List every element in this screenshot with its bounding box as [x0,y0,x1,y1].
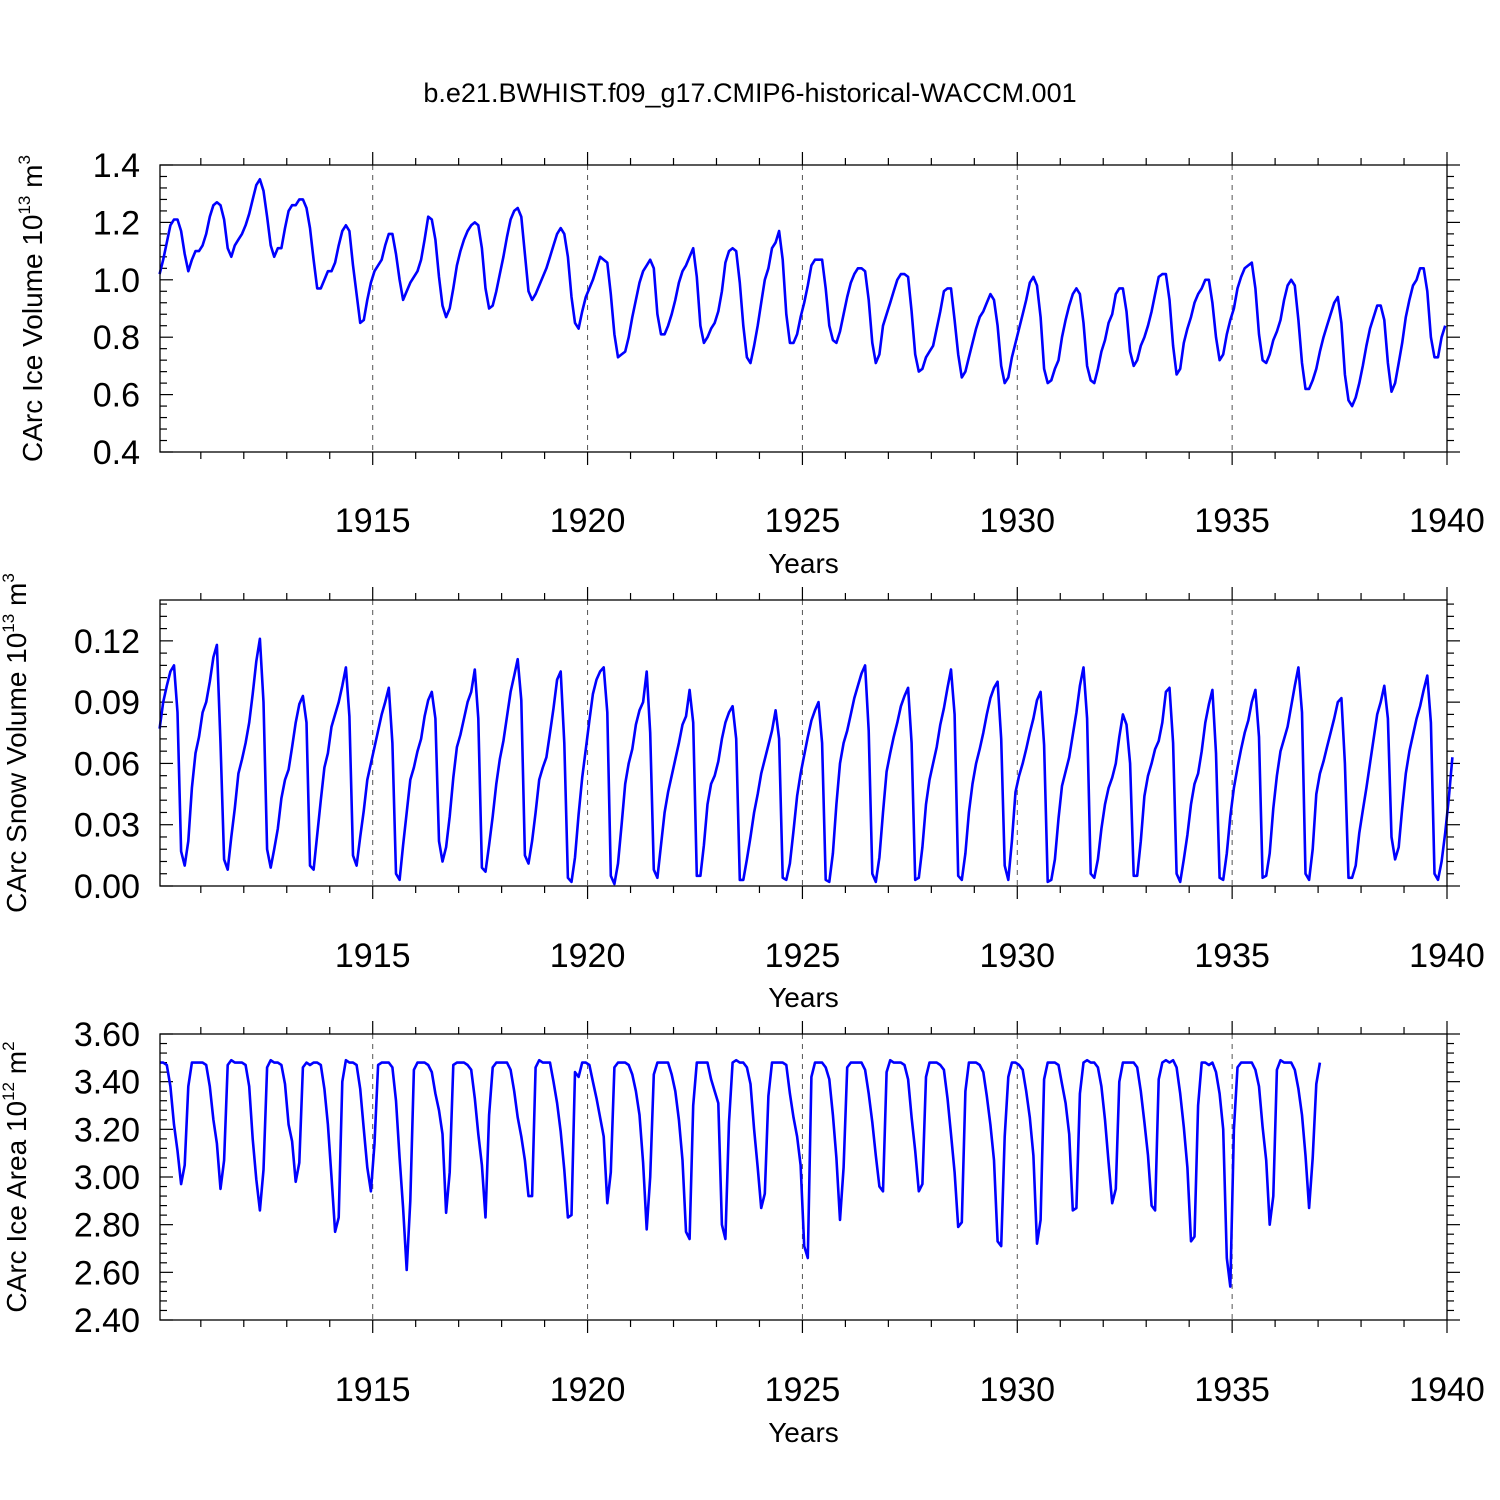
x-tick-label: 1935 [1194,502,1270,540]
x-tick-label: 1935 [1194,1371,1270,1409]
y-tick-label: 2.80 [74,1207,140,1245]
y-tick-label: 0.4 [93,434,140,472]
y-tick-label: 1.0 [93,262,140,300]
y-tick-label: 0.03 [74,807,140,845]
y-tick-label: 2.40 [74,1302,140,1340]
y-tick-label: 0.09 [74,684,140,722]
y-tick-label: 3.20 [74,1111,140,1149]
figure-title: b.e21.BWHIST.f09_g17.CMIP6-historical-WA… [423,78,1076,108]
x-axis-label: Years [768,982,839,1013]
series-line [158,637,1454,886]
y-tick-label: 3.60 [74,1016,140,1054]
series-line [159,1058,1322,1288]
y-tick-label: 0.00 [74,868,140,906]
y-tick-label: 0.06 [74,745,140,783]
y-axis-label: CArc Snow Volume 1013 m3 [0,573,32,913]
x-tick-label: 1915 [335,1371,411,1409]
x-tick-label: 1915 [335,937,411,975]
x-axis-label: Years [768,1417,839,1448]
plot-frame [159,164,1448,453]
y-tick-label: 3.40 [74,1064,140,1102]
x-tick-label: 1925 [765,937,841,975]
y-tick-label: 0.12 [74,623,140,661]
panel-ice-area: 2.40 2.60 2.80 3.00 3.20 3.40 3.60 1915 1920 1925… [0,1016,1485,1448]
plot-frame [159,1033,1448,1321]
y-tick-label: 2.60 [74,1254,140,1292]
x-tick-label: 1940 [1409,1371,1485,1409]
panel-ice-volume: 0.4 0.6 0.8 1.0 1.2 1.4 1915 1920 1925 1930 1935 19… [15,147,1485,579]
y-axis-label: CArc Ice Area 1012 m2 [0,1041,32,1312]
y-tick-label: 1.4 [93,147,140,185]
x-tick-label: 1920 [550,1371,626,1409]
x-tick-label: 1930 [979,502,1055,540]
x-tick-label: 1920 [550,502,626,540]
panel-snow-volume: 0.00 0.03 0.06 0.09 0.12 1915 1920 1925 1930 1935… [0,573,1485,1013]
x-tick-label: 1930 [979,937,1055,975]
x-axis-label: Years [768,548,839,579]
x-tick-label: 1930 [979,1371,1055,1409]
y-tick-label: 3.00 [74,1159,140,1197]
x-tick-label: 1940 [1409,502,1485,540]
x-tick-label: 1925 [765,1371,841,1409]
x-tick-label: 1925 [765,502,841,540]
series-line [158,178,1447,408]
x-tick-label: 1940 [1409,937,1485,975]
y-axis-label: CArc Ice Volume 1013 m3 [15,155,48,462]
x-tick-label: 1935 [1194,937,1270,975]
x-tick-label: 1915 [335,502,411,540]
y-tick-label: 0.6 [93,377,140,415]
x-tick-label: 1920 [550,937,626,975]
y-tick-label: 0.8 [93,319,140,357]
y-tick-label: 1.2 [93,204,140,242]
plot-frame [159,599,1448,887]
